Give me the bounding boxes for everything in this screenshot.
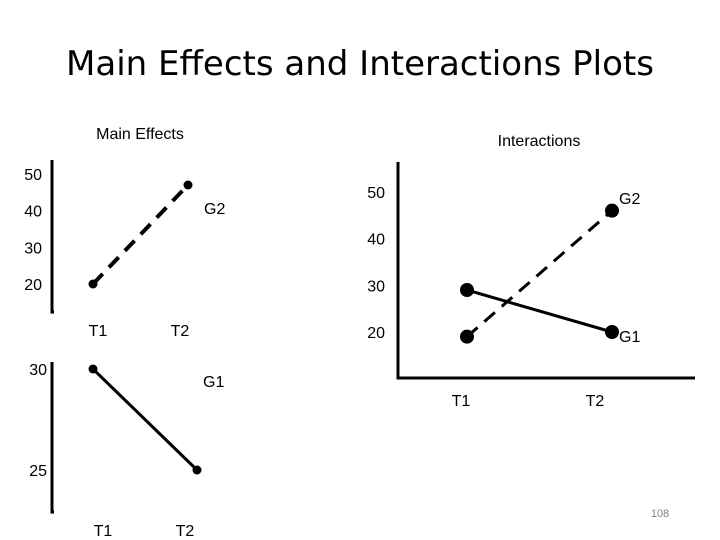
y-tick-label: 50 — [367, 185, 385, 202]
data-point — [460, 329, 474, 344]
x-tick-label: T2 — [176, 523, 195, 540]
y-tick-label: 30 — [24, 240, 42, 257]
y-tick-label: 25 — [29, 463, 47, 480]
chart-title: Main Effects — [96, 126, 184, 143]
series-line — [466, 288, 613, 334]
y-tick-label: 50 — [24, 167, 42, 184]
x-tick-label: T2 — [586, 393, 605, 410]
series-label: G1 — [203, 374, 224, 391]
data-point — [605, 325, 619, 339]
x-tick-label: T2 — [171, 323, 190, 340]
series-line — [466, 209, 613, 338]
y-tick-label: 40 — [24, 204, 42, 221]
data-point — [192, 465, 202, 475]
y-tick-label: 30 — [29, 362, 47, 379]
y-tick-label: 40 — [367, 232, 385, 249]
y-tick-label: 30 — [367, 278, 385, 295]
y-tick-label: 20 — [24, 277, 42, 294]
series-label: G2 — [619, 191, 640, 208]
x-tick-label: T1 — [94, 523, 113, 540]
series-line — [91, 367, 199, 472]
x-tick-label: T1 — [89, 323, 108, 340]
data-point — [460, 283, 474, 297]
x-tick-label: T1 — [452, 393, 471, 410]
series-line — [91, 183, 190, 286]
series-label: G2 — [204, 201, 225, 218]
data-point — [88, 279, 98, 289]
data-point — [183, 180, 193, 190]
data-point — [605, 203, 619, 218]
y-tick-label: 20 — [367, 325, 385, 342]
page-number: 108 — [650, 508, 670, 520]
data-point — [88, 364, 98, 374]
chart-title: Interactions — [498, 133, 581, 150]
slide-title: Main Effects and Interactions Plots — [66, 44, 654, 84]
series-label: G1 — [619, 329, 640, 346]
